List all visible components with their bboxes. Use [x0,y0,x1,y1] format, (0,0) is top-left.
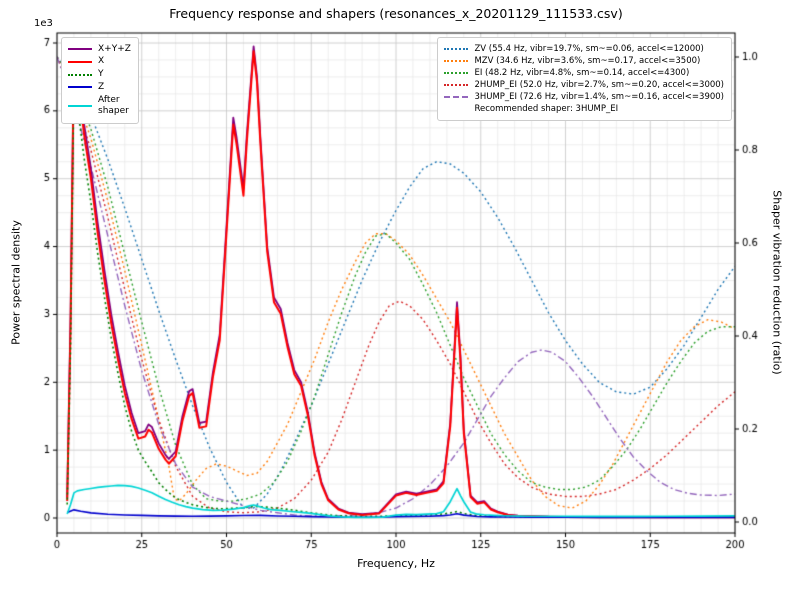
left-y-axis-label: Power spectral density [9,220,23,345]
legend-label: X+Y+Z [98,43,131,54]
x-axis-label: Frequency, Hz [357,557,435,570]
legend-label: Z [98,81,105,92]
legend-item: 3HUMP_EI (72.6 Hz, vibr=1.4%, sm~=0.16, … [444,92,724,103]
legend-label: Y [98,69,104,79]
legend-line-sample [444,96,469,99]
legend-item: X+Y+Z [68,44,131,55]
legend-line-sample [68,60,92,63]
legend-item: Y [68,69,131,80]
right-y-axis-label: Shaper vibration reduction (ratio) [770,190,784,375]
legend-item: After shaper [68,95,131,118]
legend-item: 2HUMP_EI (52.0 Hz, vibr=2.7%, sm~=0.20, … [444,80,724,91]
legend-label: MZV (34.6 Hz, vibr=3.6%, sm~=0.17, accel… [474,55,701,66]
legend-line-sample [68,86,92,89]
legend-item: Z [68,82,131,93]
legend-label: X [98,56,105,67]
legend-item: MZV (34.6 Hz, vibr=3.6%, sm~=0.17, accel… [444,56,724,67]
legend-line-sample [444,47,469,50]
legend-line-sample [444,84,469,87]
psd-legend: X+Y+Z X Y Z After shaper [61,37,139,124]
legend-item: EI (48.2 Hz, vibr=4.8%, sm~=0.14, accel<… [444,68,724,79]
legend-item: ZV (55.4 Hz, vibr=19.7%, sm~=0.06, accel… [444,44,724,55]
legend-item: Recommended shaper: 3HUMP_EI [444,104,724,115]
chart-title: Frequency response and shapers (resonanc… [169,6,623,21]
shaper-legend: ZV (55.4 Hz, vibr=19.7%, sm~=0.06, accel… [437,37,732,122]
legend-line-sample [444,59,469,62]
legend-label: ZV (55.4 Hz, vibr=19.7%, sm~=0.06, accel… [474,43,704,54]
left-axis-multiplier: 1e3 [34,18,53,29]
legend-label: 2HUMP_EI (52.0 Hz, vibr=2.7%, sm~=0.20, … [474,79,724,90]
legend-label: 3HUMP_EI (72.6 Hz, vibr=1.4%, sm~=0.16, … [474,92,724,102]
legend-line-sample [68,73,92,76]
legend-line-sample [444,72,469,75]
legend-line-sample [68,48,92,51]
legend-item: X [68,56,131,67]
legend-line-sample [68,104,92,107]
legend-label: Recommended shaper: 3HUMP_EI [474,104,619,115]
legend-label: After shaper [98,94,129,116]
legend-label: EI (48.2 Hz, vibr=4.8%, sm~=0.14, accel<… [474,67,690,78]
